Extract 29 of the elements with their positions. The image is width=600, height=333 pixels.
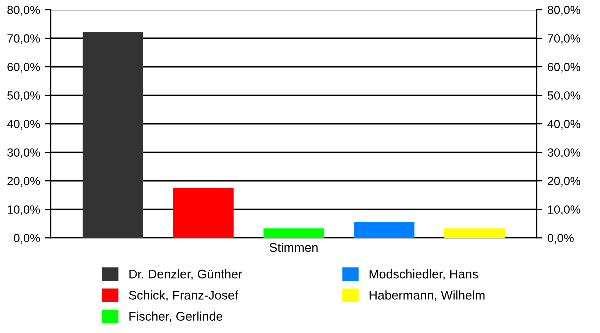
- y-tick-label: 30,0%: [8, 148, 40, 158]
- text: 60,0%: [548, 63, 580, 73]
- y-tick-label: 50,0%: [8, 92, 40, 102]
- legend-label: Dr. Denzler, Günther: [130, 270, 242, 280]
- legend-label: Schick, Franz-Josef: [129, 290, 238, 302]
- legend-label: Modschiedler, Hans: [370, 270, 478, 280]
- bar: [173, 188, 234, 238]
- y-tick-label: 20,0%: [8, 177, 40, 187]
- legend-label: Habermann, Wilhelm: [370, 290, 485, 302]
- text: 20,0%: [548, 177, 580, 187]
- text: 30,0%: [548, 148, 580, 158]
- y-tick-label: 0,0%: [14, 234, 40, 244]
- text: 50,0%: [548, 92, 580, 102]
- text: 70,0%: [548, 34, 580, 44]
- y-tick-label: 60,0%: [8, 63, 40, 73]
- text: 0,0%: [548, 234, 574, 244]
- bar: [444, 228, 506, 238]
- bar: [264, 228, 324, 238]
- y-tick-label: 80,0%: [8, 6, 40, 16]
- text: 80,0%: [548, 6, 580, 16]
- bar: [82, 32, 144, 238]
- y-tick-label: 40,0%: [7, 120, 40, 130]
- y-tick-label: 70,0%: [8, 34, 40, 44]
- y-tick-label: 10,0%: [8, 206, 40, 216]
- legend-label: Fischer, Gerlinde: [130, 312, 223, 322]
- x-tick-label: Stimmen: [270, 242, 318, 252]
- bar: [354, 222, 415, 238]
- text: 10,0%: [548, 206, 580, 216]
- text: 40,0%: [548, 120, 580, 130]
